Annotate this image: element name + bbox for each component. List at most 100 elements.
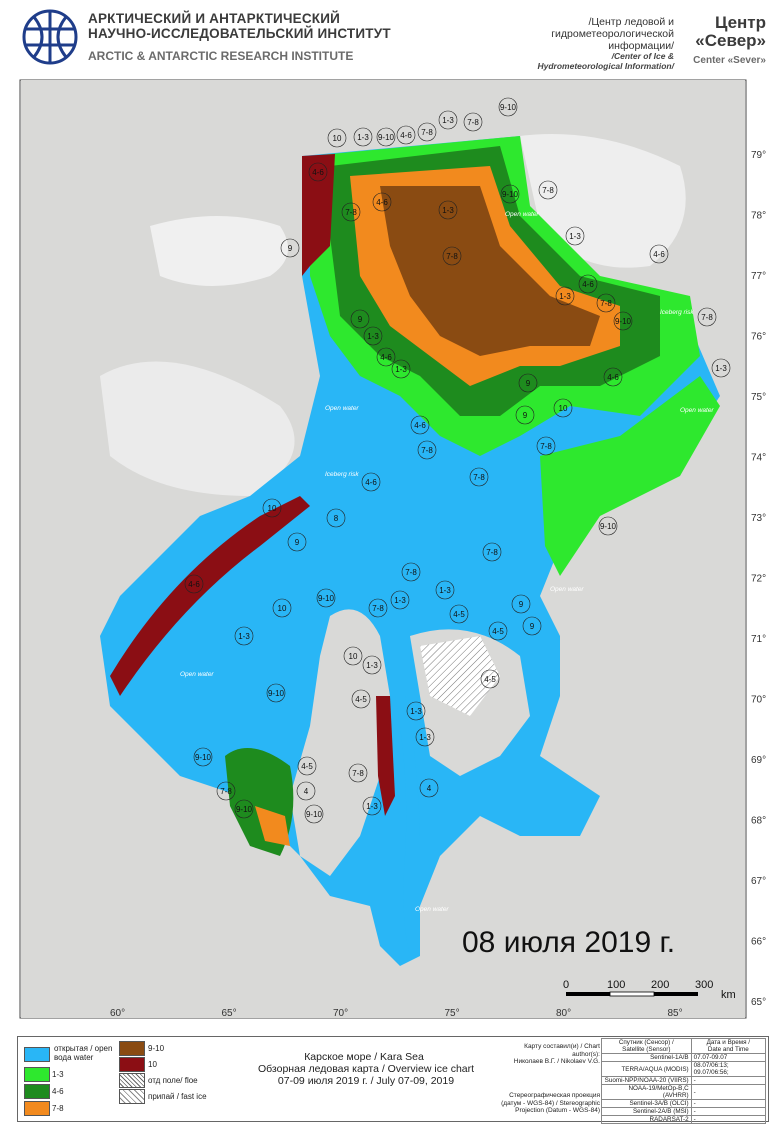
ice-cap-severnaya-zemlya [520,134,686,268]
novaya-zemlya-island [100,361,295,496]
longitude-tick-label: 85° [668,1008,683,1019]
ice-label-circle [353,127,373,147]
latitude-tick-label: 78° [751,211,766,222]
ice-concentration-label: 7-8 [405,568,417,577]
date-cell: - [690,1076,767,1085]
ice-label-circle [304,804,324,824]
ice-label-circle [603,367,623,387]
iceberg-risk-label: Iceberg risk [660,309,694,316]
ice-label-circle [343,646,363,666]
legend-swatch-10 [119,1057,145,1072]
ice-label-circle [351,689,371,709]
ice-label-circle [711,358,731,378]
ice-concentration-label: 9-10 [615,317,632,326]
legend-label-floe: отд поле/ floe [148,1076,198,1085]
latitude-tick-label: 74° [751,453,766,464]
ice-label-circle [488,621,508,641]
date-cell: 07.07-09.07 [690,1053,767,1062]
legend-label-9-10: 9-10 [148,1044,165,1053]
ice-concentration-labels: 9-101-3 9-10 4-6 7-81-3 7-8104-67-894-61-37-… [184,97,731,824]
ice-concentration-label: 10 [278,604,287,613]
ice-concentration-label: 8 [334,514,339,523]
date-cell: - [690,1099,767,1108]
latitude-tick-label: 70° [751,695,766,706]
longitude-tick-label: 65° [222,1008,237,1019]
ice-concentration-label: 7-8 [372,604,384,613]
ice-label-circle [234,626,254,646]
ice-concentration-label: 10 [559,404,568,413]
ice-concentration-label: 4-5 [492,627,504,636]
ice-concentration-label: 9-10 [500,103,517,112]
ice-label-circle [193,747,213,767]
open-water-label: Open water [505,211,539,218]
open-water-label: Open water [325,405,359,412]
ice-concentration-label: 9-10 [236,805,253,814]
ice-concentration-label: 4 [304,787,309,796]
legend-label-open-water: открытая / open вода water [54,1044,113,1062]
scale-tick-label: 300 [695,979,713,991]
ice-label-circle [449,604,469,624]
table-row: NOAA-19/MetOp-B,C (AVHRR) - [601,1084,767,1100]
ice-label-circle [613,311,633,331]
scale-unit-label: km [721,989,736,1001]
ice-concentration-label: 9 [519,600,524,609]
fast-ice-gydan [420,636,500,716]
ice-label-circle [480,669,500,689]
ice-label-circle [463,112,483,132]
ice-label-circle [401,562,421,582]
ice-concentration-label: 1-3 [715,364,727,373]
table-row: Suomi-NPP/NOAA-20 (VIIRS) - [601,1076,767,1085]
date-cell: - [690,1084,767,1100]
ice-label-circle [435,580,455,600]
scale-tick-label: 0 [563,979,569,991]
ice-label-circle [415,727,435,747]
ice-concentration-label: 9 [288,244,293,253]
ice-label-circle [287,532,307,552]
ice-concentration-label: 1-3 [394,596,406,605]
ice-concentration-label: 1-3 [395,365,407,374]
ice-concentration-label: 9-10 [502,190,519,199]
ice-concentration-label: 9-10 [306,810,323,819]
latitude-tick-label: 68° [751,816,766,827]
legend-label-fast-ice: припай / fast ice [148,1092,207,1101]
ice-concentration-label: 7-8 [446,252,458,261]
satellite-cell: NOAA-19/MetOp-B,C (AVHRR) [601,1084,692,1100]
ice-concentration-label: 4-5 [355,695,367,704]
ice-label-circle [350,309,370,329]
ice-concentration-label: 9-10 [195,753,212,762]
ice-concentration-label: 1-3 [439,586,451,595]
satellite-cell: Sentinel-3A/B (OLCI) [601,1099,692,1108]
sever-name-ru: Центр «Север» [695,13,766,50]
ice-label-circle [410,415,430,435]
legend-label-1-3: 1-3 [52,1070,64,1079]
ice-label-circle [363,326,383,346]
satellite-cell: Suomi-NPP/NOAA-20 (VIIRS) [601,1076,692,1085]
ice-label-circle [553,398,573,418]
ice-concentration-label: 9-10 [268,689,285,698]
ice-concentration-label: 1-3 [559,292,571,301]
ice-concentration-label: 7-8 [701,313,713,322]
latitude-tick-label: 76° [751,332,766,343]
ice-label-circle [372,192,392,212]
ice-label-circle [396,125,416,145]
ice-zone-east-1-3 [540,376,720,576]
ice-concentration-label: 9 [295,538,300,547]
ice-label-circle [417,440,437,460]
ice-concentration-label: 1-3 [357,133,369,142]
ice-label-circle [368,598,388,618]
table-row: Sentinel-3A/B (OLCI) - [601,1099,767,1108]
center-name-en: /Center of Ice & Hydrometeorological Inf… [537,51,675,71]
ice-concentration-label: 9 [523,411,528,420]
latitude-tick-label: 67° [751,876,766,887]
scale-tick-label: 100 [607,979,625,991]
longitude-labels: 60° 65° 70° 75° 80° 85° [110,1008,683,1019]
scale-tick-label: 200 [651,979,669,991]
ice-concentration-label: 7-8 [352,769,364,778]
ice-label-circle [297,756,317,776]
ice-concentration-label: 1-3 [442,116,454,125]
date-cell: - [690,1115,767,1124]
legend-swatch-open-water [24,1047,50,1062]
latitude-tick-label: 72° [751,574,766,585]
ice-concentration-label: 4-5 [453,610,465,619]
legend-swatch-fast-ice [119,1089,145,1104]
